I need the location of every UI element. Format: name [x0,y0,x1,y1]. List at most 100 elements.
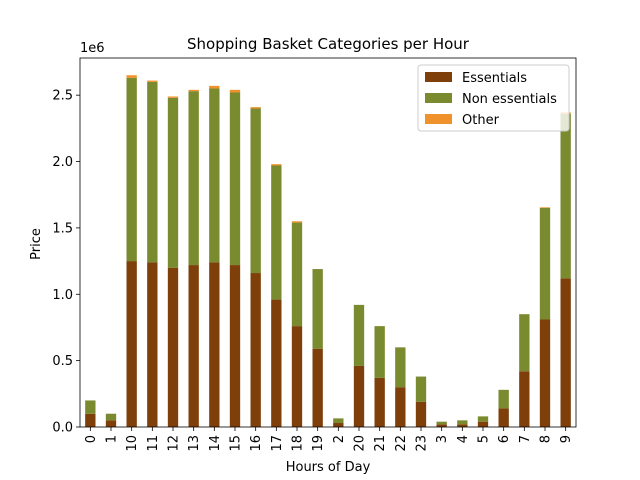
bar-essentials-hour-8 [539,319,551,427]
bar-non-essentials-hour-1 [105,413,117,421]
bar-non-essentials-hour-17 [271,165,282,300]
y-tick-label: 1.0 [52,288,73,303]
bar-essentials-hour-17 [271,299,282,427]
x-tick-label: 0 [84,435,99,443]
y-tick-label: 2.0 [52,155,73,170]
x-tick-label: 11 [146,435,161,452]
bar-essentials-hour-23 [415,401,427,427]
bar-essentials-hour-11 [147,262,158,427]
bar-essentials-hour-18 [291,326,303,427]
bar-essentials-hour-14 [209,262,220,427]
bar-other-hour-8 [539,207,551,208]
bar-essentials-hour-3 [436,424,447,427]
x-tick-label: 22 [394,435,409,452]
legend-swatch-other [425,114,452,124]
x-tick-label: 23 [415,435,430,452]
x-tick-label: 20 [353,435,368,452]
bar-essentials-hour-22 [395,387,406,427]
bar-non-essentials-hour-12 [167,97,179,268]
plot-frame [79,57,577,428]
bar-non-essentials-hour-2 [333,418,344,424]
y-tick-label: 1.5 [52,221,73,236]
legend-label-essentials: Essentials [462,71,527,86]
bar-non-essentials-hour-13 [188,91,199,266]
bar-non-essentials-hour-4 [457,420,468,425]
bar-non-essentials-hour-20 [353,304,365,366]
bar-non-essentials-hour-22 [395,347,406,388]
y-tick-label: 0.0 [52,421,73,436]
x-tick-label: 18 [291,435,306,452]
bar-non-essentials-hour-0 [85,400,96,414]
x-tick-label: 1 [105,435,120,443]
bar-other-hour-16 [250,107,261,109]
y-axis-title: Price [29,228,44,260]
x-tick-label: 6 [497,435,512,443]
bar-non-essentials-hour-15 [229,92,241,266]
chart-title: Shopping Basket Categories per Hour [187,35,470,53]
bar-essentials-hour-6 [498,408,509,427]
x-tick-label: 9 [559,435,574,443]
x-tick-label: 14 [208,435,223,452]
legend-box [417,64,570,132]
bar-non-essentials-hour-8 [539,207,551,320]
bar-other-hour-15 [229,89,241,93]
bar-non-essentials-hour-5 [477,416,489,422]
bar-non-essentials-hour-6 [498,389,509,409]
x-tick-label: 17 [270,435,285,452]
x-tick-label: 12 [167,435,182,452]
bar-non-essentials-hour-21 [374,326,385,378]
bar-essentials-hour-2 [333,423,344,427]
y-tick-label: 2.5 [52,89,73,104]
x-tick-label: 13 [187,435,202,452]
bar-essentials-hour-16 [250,273,261,427]
bar-essentials-hour-7 [519,371,530,427]
x-tick-label: 7 [518,435,533,443]
x-tick-label: 19 [311,435,326,452]
x-tick-label: 4 [456,435,471,443]
y-tick-label: 0.5 [52,354,73,369]
bar-other-hour-18 [291,221,303,223]
bar-essentials-hour-10 [126,261,137,427]
bar-non-essentials-hour-23 [415,376,427,402]
x-tick-label: 5 [477,435,492,443]
bar-other-hour-11 [147,80,158,82]
bar-essentials-hour-21 [374,377,385,427]
bar-essentials-hour-13 [188,265,199,427]
bar-other-hour-17 [271,164,282,166]
bar-essentials-hour-19 [312,348,323,427]
bar-non-essentials-hour-9 [560,113,571,279]
bar-non-essentials-hour-10 [126,77,137,262]
bar-non-essentials-hour-19 [312,269,323,349]
legend-label-other: Other [462,113,500,128]
x-tick-label: 3 [435,435,450,443]
bar-essentials-hour-9 [560,278,571,427]
x-tick-label: 8 [539,435,554,443]
legend: Essentials Non essentials Other [417,64,570,132]
bar-non-essentials-hour-11 [147,81,158,263]
x-tick-label: 21 [373,435,388,452]
bar-essentials-hour-20 [353,365,365,427]
bar-non-essentials-hour-14 [209,88,220,263]
bar-essentials-hour-0 [85,413,96,427]
x-tick-label: 10 [125,435,140,452]
bar-other-hour-10 [126,75,137,78]
bar-essentials-hour-12 [167,267,179,427]
y-axis-multiplier: 1e6 [80,41,105,56]
bar-essentials-hour-1 [105,420,117,427]
x-tick-label: 16 [249,435,264,452]
legend-swatch-non-essentials [425,93,452,103]
bar-non-essentials-hour-3 [436,421,447,425]
bar-non-essentials-hour-16 [250,108,261,274]
x-tick-label: 2 [332,435,347,443]
plot-area: 0 1 10 11 12 13 14 15 16 17 18 19 2 20 21 22 23 3 4 5 6 7 8 9 0.… [52,57,577,452]
bar-other-hour-14 [209,85,220,89]
bar-essentials-hour-5 [477,421,489,427]
legend-swatch-essentials [425,72,452,82]
bar-essentials-hour-4 [457,424,468,427]
x-axis-title: Hours of Day [286,460,371,475]
bar-non-essentials-hour-18 [291,222,303,327]
x-tick-label: 15 [229,435,244,452]
legend-label-non-essentials: Non essentials [462,92,557,107]
bar-essentials-hour-15 [229,265,241,427]
